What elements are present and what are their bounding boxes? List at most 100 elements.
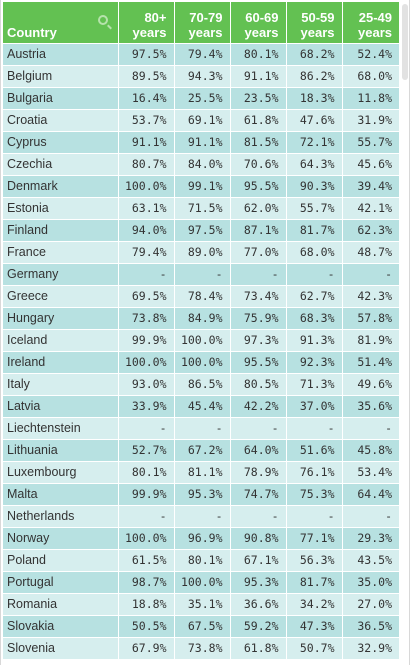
- cell-value: 64.0%: [230, 438, 287, 461]
- scrollbar[interactable]: [402, 4, 408, 80]
- table-row: Austria 97.5% 79.4% 80.1% 68.2% 52.4%: [3, 42, 399, 65]
- cell-value: 47.3%: [286, 614, 343, 637]
- cell-country: Italy: [3, 372, 119, 395]
- cell-value: 100.0%: [118, 526, 175, 549]
- cell-value: 84.0%: [174, 152, 231, 175]
- table-row: Malta 99.9% 95.3% 74.7% 75.3% 64.4%: [3, 482, 399, 505]
- cell-value: 56.3%: [286, 548, 343, 571]
- table-row: Slovakia 50.5% 67.5% 59.2% 47.3% 36.5%: [3, 614, 399, 637]
- cell-value: 69.5%: [118, 284, 175, 307]
- table-row: Italy 93.0% 86.5% 80.5% 71.3% 49.6%: [3, 372, 399, 395]
- column-header-60-69[interactable]: 60-69 years: [230, 2, 287, 43]
- cell-value: 64.4%: [342, 482, 399, 505]
- cell-country: Luxembourg: [3, 460, 119, 483]
- cell-value: 61.8%: [230, 636, 287, 659]
- cell-value: 62.0%: [230, 196, 287, 219]
- cell-value: 95.3%: [230, 570, 287, 593]
- cell-value: 95.3%: [174, 482, 231, 505]
- header-row: Country 80+ years 70-79 years 60-69 year…: [3, 2, 399, 43]
- column-header-25-49[interactable]: 25-49 years: [342, 2, 399, 43]
- cell-country: Bulgaria: [3, 86, 119, 109]
- cell-value: 97.5%: [174, 218, 231, 241]
- table-row: Estonia 63.1% 71.5% 62.0% 55.7% 42.1%: [3, 196, 399, 219]
- cell-country: Hungary: [3, 306, 119, 329]
- cell-country: Austria: [3, 42, 119, 65]
- cell-value: 84.9%: [174, 306, 231, 329]
- cell-value: 80.5%: [230, 372, 287, 395]
- cell-value: 47.6%: [286, 108, 343, 131]
- table-row: Croatia 53.7% 69.1% 61.8% 47.6% 31.9%: [3, 108, 399, 131]
- column-header-line1: 25-49: [358, 9, 392, 25]
- cell-value: 33.9%: [118, 394, 175, 417]
- table-row: Romania 18.8% 35.1% 36.6% 34.2% 27.0%: [3, 592, 399, 615]
- cell-value: -: [118, 504, 175, 527]
- cell-value: 81.7%: [286, 218, 343, 241]
- cell-value: 100.0%: [118, 174, 175, 197]
- cell-value: 91.3%: [286, 328, 343, 351]
- search-icon[interactable]: [97, 15, 108, 25]
- data-table: Country 80+ years 70-79 years 60-69 year…: [3, 2, 399, 659]
- column-header-80plus[interactable]: 80+ years: [118, 2, 175, 43]
- cell-country: Croatia: [3, 108, 119, 131]
- column-header-country[interactable]: Country: [3, 2, 119, 43]
- cell-value: 55.7%: [342, 130, 399, 153]
- cell-value: -: [118, 262, 175, 285]
- cell-value: 94.3%: [174, 64, 231, 87]
- cell-value: -: [342, 416, 399, 439]
- cell-value: 57.8%: [342, 306, 399, 329]
- cell-value: 94.0%: [118, 218, 175, 241]
- cell-value: 27.0%: [342, 592, 399, 615]
- cell-value: 71.5%: [174, 196, 231, 219]
- column-header-70-79[interactable]: 70-79 years: [174, 2, 231, 43]
- cell-value: 81.7%: [286, 570, 343, 593]
- cell-value: 50.5%: [118, 614, 175, 637]
- cell-value: 36.5%: [342, 614, 399, 637]
- cell-value: 67.1%: [230, 548, 287, 571]
- cell-value: 42.3%: [342, 284, 399, 307]
- cell-value: 89.5%: [118, 64, 175, 87]
- cell-value: 42.2%: [230, 394, 287, 417]
- cell-country: Czechia: [3, 152, 119, 175]
- cell-value: -: [230, 262, 287, 285]
- cell-value: 51.4%: [342, 350, 399, 373]
- cell-value: -: [342, 504, 399, 527]
- table-row: Lithuania 52.7% 67.2% 64.0% 51.6% 45.8%: [3, 438, 399, 461]
- cell-value: 73.8%: [174, 636, 231, 659]
- table-row: Czechia 80.7% 84.0% 70.6% 64.3% 45.6%: [3, 152, 399, 175]
- cell-value: 52.4%: [342, 42, 399, 65]
- cell-value: 89.0%: [174, 240, 231, 263]
- cell-value: -: [174, 416, 231, 439]
- cell-country: Liechtenstein: [3, 416, 119, 439]
- cell-value: 51.6%: [286, 438, 343, 461]
- cell-value: 81.1%: [174, 460, 231, 483]
- table-row: Netherlands - - - - -: [3, 504, 399, 527]
- cell-value: 69.1%: [174, 108, 231, 131]
- column-header-line2: years: [188, 24, 223, 40]
- cell-value: 100.0%: [174, 570, 231, 593]
- cell-value: 80.1%: [230, 42, 287, 65]
- cell-value: 99.1%: [174, 174, 231, 197]
- table-row: Hungary 73.8% 84.9% 75.9% 68.3% 57.8%: [3, 306, 399, 329]
- column-header-line1: 70-79: [189, 9, 223, 25]
- column-header-50-59[interactable]: 50-59 years: [286, 2, 343, 43]
- cell-value: 25.5%: [174, 86, 231, 109]
- cell-value: 92.3%: [286, 350, 343, 373]
- cell-value: 86.5%: [174, 372, 231, 395]
- cell-value: 95.5%: [230, 350, 287, 373]
- table-row: France 79.4% 89.0% 77.0% 68.0% 48.7%: [3, 240, 399, 263]
- column-header-line1: 60-69: [245, 9, 279, 25]
- cell-value: 59.2%: [230, 614, 287, 637]
- cell-country: Netherlands: [3, 504, 119, 527]
- cell-country: Cyprus: [3, 130, 119, 153]
- cell-value: 32.9%: [342, 636, 399, 659]
- table-row: Liechtenstein - - - - -: [3, 416, 399, 439]
- cell-value: 45.6%: [342, 152, 399, 175]
- cell-value: 79.4%: [118, 240, 175, 263]
- table-row: Belgium 89.5% 94.3% 91.1% 86.2% 68.0%: [3, 64, 399, 87]
- table-row: Finland 94.0% 97.5% 87.1% 81.7% 62.3%: [3, 218, 399, 241]
- cell-value: 68.0%: [342, 64, 399, 87]
- cell-value: 80.7%: [118, 152, 175, 175]
- cell-value: 79.4%: [174, 42, 231, 65]
- cell-value: 78.9%: [230, 460, 287, 483]
- cell-value: 61.5%: [118, 548, 175, 571]
